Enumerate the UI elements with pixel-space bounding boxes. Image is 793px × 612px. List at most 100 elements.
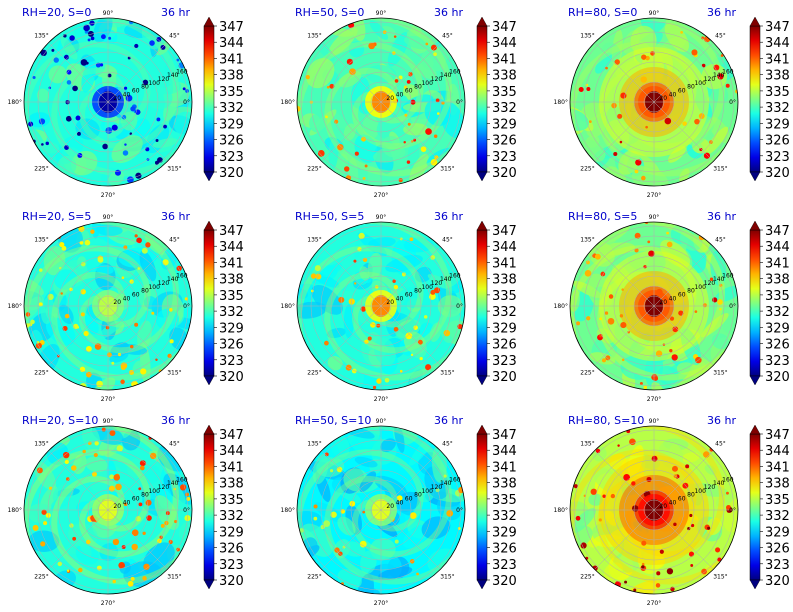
radial-tick-label: 40 bbox=[396, 499, 404, 506]
panel-time-label: 36 hr bbox=[161, 210, 190, 223]
convective-cell bbox=[38, 268, 43, 272]
radial-tick-label: 80 bbox=[414, 288, 422, 295]
convective-cell bbox=[405, 332, 413, 340]
convective-cell bbox=[435, 98, 440, 103]
texture-patch bbox=[667, 146, 686, 163]
texture-patch bbox=[327, 356, 343, 371]
convective-cell bbox=[410, 353, 414, 357]
angle-tick-label: 225° bbox=[580, 573, 594, 580]
angle-tick-label: 0° bbox=[729, 507, 736, 514]
convective-cell bbox=[601, 358, 607, 363]
texture-patch bbox=[664, 22, 689, 53]
colorbar-tick-label: 329 bbox=[765, 321, 790, 336]
texture-patch bbox=[679, 229, 703, 251]
convective-cell bbox=[409, 512, 417, 519]
colorbar-tick-label: 323 bbox=[219, 150, 244, 165]
convective-cell bbox=[701, 63, 706, 68]
convective-cell bbox=[83, 330, 89, 337]
colorbar-tick-label: 335 bbox=[219, 289, 244, 304]
colorbar-tick-label: 347 bbox=[219, 428, 244, 443]
convective-cell bbox=[94, 441, 99, 446]
angle-tick-label: 45° bbox=[442, 237, 453, 244]
convective-cell bbox=[32, 524, 39, 531]
panel-title: RH=80, S=0 bbox=[568, 6, 637, 19]
radial-tick-label: 100 bbox=[694, 284, 706, 291]
colorbar-tick-label: 332 bbox=[765, 101, 790, 116]
angular-gridline bbox=[321, 101, 382, 162]
colorbar-tick-label: 326 bbox=[219, 338, 244, 353]
convective-cell bbox=[326, 85, 330, 89]
angle-tick-label: 180° bbox=[8, 507, 22, 514]
polar-frame bbox=[569, 425, 739, 595]
texture-patch bbox=[326, 327, 347, 339]
radial-tick-label: 120 bbox=[158, 484, 170, 491]
panel-time-label: 36 hr bbox=[434, 210, 463, 223]
texture-patch bbox=[134, 118, 151, 142]
colorbar-body bbox=[203, 229, 215, 377]
angle-tick-label: 135° bbox=[34, 33, 48, 40]
convective-cell bbox=[151, 311, 155, 315]
convective-cell bbox=[106, 352, 112, 358]
texture-patch bbox=[705, 126, 729, 155]
convective-cell bbox=[83, 24, 90, 32]
radial-tick-label: 40 bbox=[123, 499, 131, 506]
texture-patch bbox=[711, 333, 730, 350]
radial-tick-label: 160 bbox=[449, 272, 461, 279]
radial-tick-label: 40 bbox=[669, 91, 677, 98]
angular-gridline bbox=[594, 450, 655, 511]
convective-cell bbox=[32, 76, 36, 80]
colorbar-tick-label: 323 bbox=[219, 558, 244, 573]
radial-tick-label: 140 bbox=[440, 72, 452, 79]
texture-patch bbox=[409, 435, 435, 466]
convective-cell bbox=[299, 528, 305, 533]
convective-cell bbox=[80, 59, 88, 66]
radial-tick-label: 100 bbox=[421, 488, 433, 495]
convective-cell bbox=[635, 159, 642, 166]
convective-cell bbox=[433, 52, 437, 57]
convective-cell bbox=[109, 474, 115, 480]
convective-cell bbox=[160, 44, 166, 50]
panel-title: RH=50, S=5 bbox=[295, 210, 364, 223]
convective-cell bbox=[315, 273, 322, 280]
texture-patch bbox=[414, 266, 432, 283]
convective-cell bbox=[403, 141, 406, 144]
convective-cell bbox=[701, 36, 705, 40]
convective-cell bbox=[156, 36, 162, 42]
texture-patch bbox=[421, 516, 451, 540]
convective-cell bbox=[694, 310, 698, 313]
angle-tick-label: 270° bbox=[374, 192, 388, 199]
angle-tick-label: 225° bbox=[580, 369, 594, 376]
texture-patch bbox=[347, 157, 359, 186]
colorbar-tick-label: 320 bbox=[492, 574, 517, 589]
convective-cell bbox=[420, 146, 427, 153]
radial-tick-label: 160 bbox=[449, 476, 461, 483]
colorbar-body bbox=[476, 229, 488, 377]
angle-tick-label: 90° bbox=[649, 10, 660, 17]
convective-cell bbox=[140, 368, 147, 375]
convective-cell bbox=[351, 368, 357, 374]
convective-cell bbox=[124, 86, 128, 90]
radial-tick-label: 60 bbox=[132, 496, 140, 503]
convective-cell bbox=[30, 319, 35, 325]
convective-cell bbox=[664, 117, 672, 125]
colorbar-tick-label: 338 bbox=[492, 69, 517, 84]
texture-patch bbox=[102, 69, 117, 92]
radial-tick-label: 100 bbox=[694, 80, 706, 87]
convective-cell bbox=[62, 451, 70, 459]
texture-patch bbox=[309, 113, 328, 133]
convective-cell bbox=[155, 358, 158, 361]
convective-cell bbox=[646, 476, 652, 482]
angular-gridline bbox=[594, 42, 655, 103]
colorbar-body bbox=[749, 229, 761, 377]
convective-cell bbox=[64, 145, 69, 150]
polar-frame bbox=[296, 221, 466, 391]
angle-tick-label: 270° bbox=[101, 600, 115, 607]
convective-cell bbox=[64, 313, 70, 319]
colorbar-tick-label: 338 bbox=[219, 477, 244, 492]
angle-tick-label: 0° bbox=[183, 507, 190, 514]
